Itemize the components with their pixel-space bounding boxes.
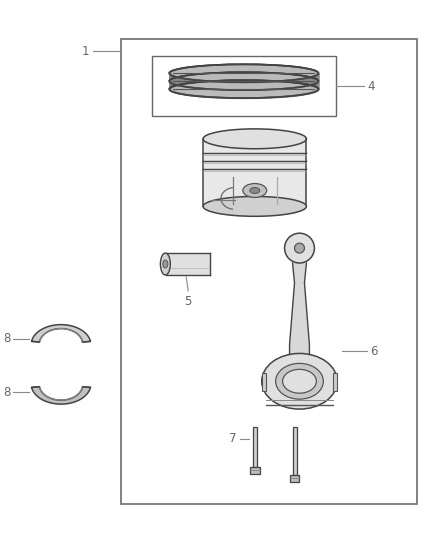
Polygon shape <box>32 387 91 404</box>
Ellipse shape <box>160 253 170 275</box>
Ellipse shape <box>203 197 307 216</box>
Bar <box>290 475 300 482</box>
Ellipse shape <box>203 129 307 149</box>
Bar <box>152 56 336 116</box>
Text: 4: 4 <box>367 79 374 93</box>
Polygon shape <box>32 325 91 342</box>
Text: 6: 6 <box>370 345 378 358</box>
Polygon shape <box>290 263 309 354</box>
Bar <box>262 373 266 391</box>
Ellipse shape <box>163 260 168 268</box>
Bar <box>250 467 260 474</box>
Ellipse shape <box>243 183 267 197</box>
Ellipse shape <box>283 369 316 393</box>
Text: 7: 7 <box>230 432 237 446</box>
Bar <box>253 427 257 467</box>
Ellipse shape <box>276 364 323 399</box>
Ellipse shape <box>294 243 304 253</box>
Ellipse shape <box>262 353 337 409</box>
Bar <box>333 373 337 391</box>
Text: 8: 8 <box>3 386 11 399</box>
Bar <box>162 253 210 275</box>
Ellipse shape <box>250 188 260 193</box>
Bar <box>203 139 307 206</box>
Ellipse shape <box>285 233 314 263</box>
Bar <box>293 427 297 475</box>
Bar <box>120 39 417 504</box>
Text: 5: 5 <box>184 295 192 308</box>
Text: 8: 8 <box>3 332 11 345</box>
Text: 1: 1 <box>81 45 89 58</box>
